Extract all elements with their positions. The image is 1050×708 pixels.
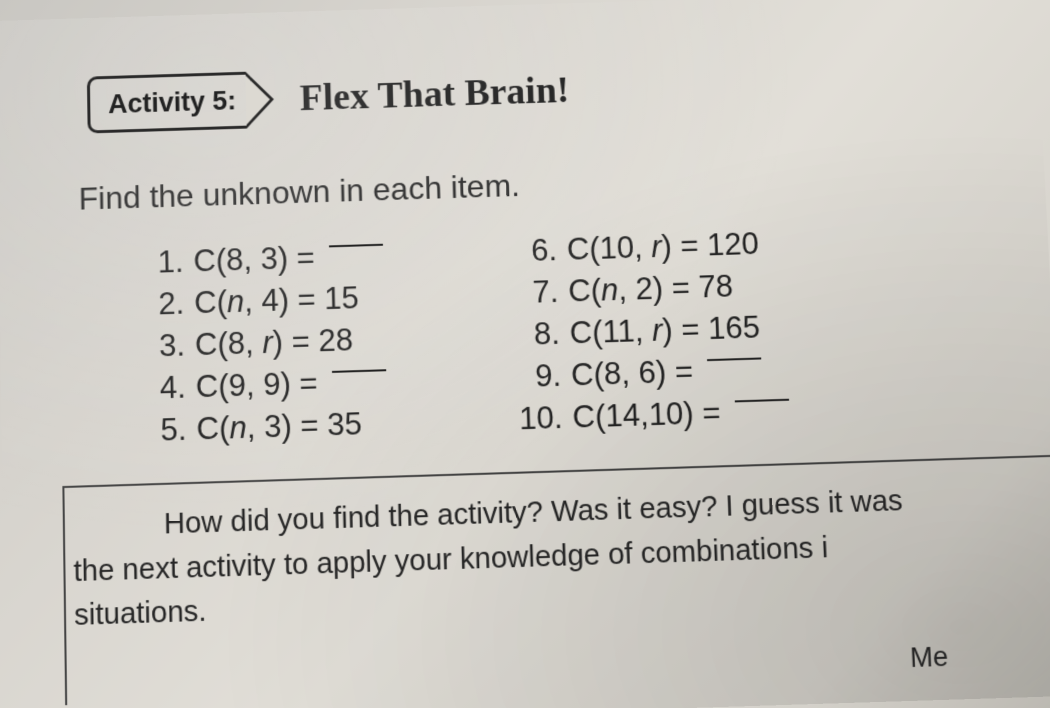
list-item: 3.C(8, r) = 28 [131, 321, 386, 365]
item-expression: C(n, 3) = 35 [196, 406, 362, 447]
item-expression: C(9, 9) = [195, 363, 387, 405]
activity-badge: Activity 5: [87, 71, 275, 134]
list-item: 9. C(8, 6) = [506, 351, 788, 396]
item-number: 10. [508, 400, 563, 438]
item-expression: C(n, 2) = 78 [568, 269, 734, 310]
item-expression: C(10, r) = 120 [566, 226, 759, 268]
items-grid: 1.C(8, 3) = 2.C(n, 4) = 153.C(8, r) = 28… [129, 218, 1017, 449]
item-expression: C(14,10) = [572, 393, 790, 436]
chevron-right-icon [246, 71, 275, 129]
item-number: 4. [131, 369, 186, 407]
answer-blank [329, 244, 383, 248]
item-expression: C(n, 4) = 15 [194, 280, 359, 321]
activity-title: Flex That Brain! [299, 69, 570, 120]
item-number: 3. [131, 328, 186, 366]
answer-blank [332, 369, 386, 373]
list-item: 10.C(14,10) = [508, 393, 791, 438]
answer-blank [735, 399, 789, 403]
list-item: 1.C(8, 3) = [129, 238, 384, 282]
list-item: 2.C(n, 4) = 15 [130, 279, 385, 323]
item-expression: C(8, 6) = [571, 351, 763, 393]
answer-blank [707, 357, 761, 361]
item-number: 5. [132, 412, 187, 450]
items-column-right: 6.C(10, r) = 1207.C(n, 2) = 788.C(11, r)… [503, 225, 791, 437]
list-item: 8.C(11, r) = 165 [505, 309, 787, 354]
item-number: 9. [506, 358, 561, 396]
items-column-left: 1.C(8, 3) = 2.C(n, 4) = 153.C(8, r) = 28… [129, 238, 388, 450]
footer-tail: Me [105, 636, 949, 704]
footer-box: How did you find the activity? Was it ea… [62, 454, 1050, 705]
list-item: 4.C(9, 9) = [131, 363, 387, 407]
item-expression: C(8, r) = 28 [195, 322, 354, 363]
worksheet-page: Activity 5: Flex That Brain! Find the un… [0, 0, 1050, 708]
list-item: 7.C(n, 2) = 78 [504, 267, 785, 312]
item-number: 8. [505, 316, 560, 354]
item-number: 1. [129, 244, 184, 281]
activity-header-row: Activity 5: Flex That Brain! [87, 48, 1001, 133]
list-item: 6.C(10, r) = 120 [503, 225, 784, 269]
item-number: 2. [130, 286, 185, 324]
item-number: 7. [504, 274, 559, 312]
item-expression: C(11, r) = 165 [569, 310, 760, 352]
instruction-text: Find the unknown in each item. [78, 152, 1005, 217]
list-item: 5.C(n, 3) = 35 [132, 405, 388, 449]
item-number: 6. [503, 232, 558, 269]
item-expression: C(8, 3) = [193, 238, 384, 280]
activity-badge-label: Activity 5: [87, 72, 247, 134]
